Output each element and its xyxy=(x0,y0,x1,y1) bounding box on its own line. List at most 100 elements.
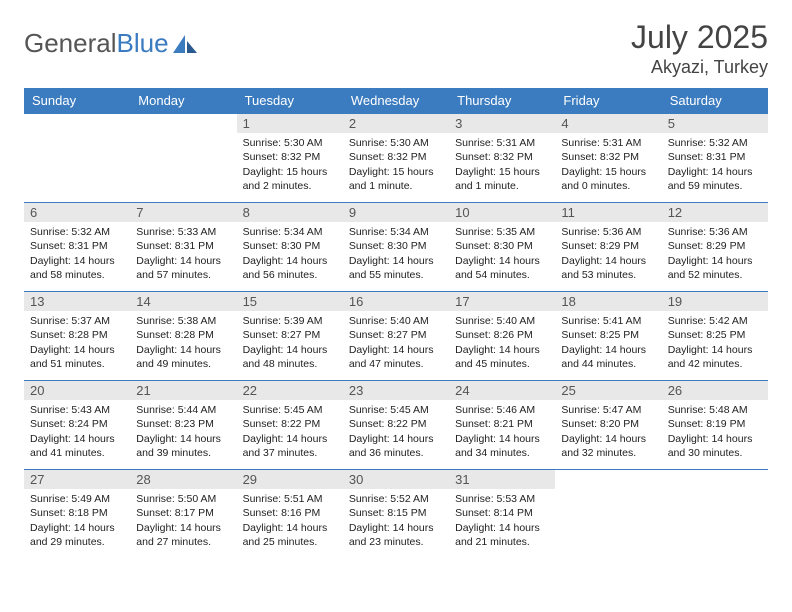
calendar-cell: 23Sunrise: 5:45 AMSunset: 8:22 PMDayligh… xyxy=(343,381,449,470)
header: GeneralBlue July 2025 Akyazi, Turkey xyxy=(24,20,768,78)
day-detail: Sunrise: 5:48 AMSunset: 8:19 PMDaylight:… xyxy=(662,400,768,462)
day-detail: Sunrise: 5:32 AMSunset: 8:31 PMDaylight:… xyxy=(24,222,130,284)
weekday-header: Friday xyxy=(555,88,661,114)
day-detail: Sunrise: 5:34 AMSunset: 8:30 PMDaylight:… xyxy=(343,222,449,284)
calendar-cell: 24Sunrise: 5:46 AMSunset: 8:21 PMDayligh… xyxy=(449,381,555,470)
logo-sail-icon xyxy=(173,35,199,55)
calendar-cell: 25Sunrise: 5:47 AMSunset: 8:20 PMDayligh… xyxy=(555,381,661,470)
day-number: 8 xyxy=(237,203,343,222)
day-detail: Sunrise: 5:45 AMSunset: 8:22 PMDaylight:… xyxy=(343,400,449,462)
calendar-cell: 16Sunrise: 5:40 AMSunset: 8:27 PMDayligh… xyxy=(343,292,449,381)
day-number: 19 xyxy=(662,292,768,311)
day-number: 30 xyxy=(343,470,449,489)
day-number: 21 xyxy=(130,381,236,400)
day-number: 6 xyxy=(24,203,130,222)
calendar-week-row: 6Sunrise: 5:32 AMSunset: 8:31 PMDaylight… xyxy=(24,203,768,292)
calendar-cell: 27Sunrise: 5:49 AMSunset: 8:18 PMDayligh… xyxy=(24,470,130,559)
weekday-header: Wednesday xyxy=(343,88,449,114)
day-number: 2 xyxy=(343,114,449,133)
calendar-cell: 11Sunrise: 5:36 AMSunset: 8:29 PMDayligh… xyxy=(555,203,661,292)
logo-text-blue: Blue xyxy=(117,28,169,59)
location: Akyazi, Turkey xyxy=(631,57,768,78)
calendar-cell: 6Sunrise: 5:32 AMSunset: 8:31 PMDaylight… xyxy=(24,203,130,292)
day-number: 22 xyxy=(237,381,343,400)
calendar-cell: 28Sunrise: 5:50 AMSunset: 8:17 PMDayligh… xyxy=(130,470,236,559)
day-number: 1 xyxy=(237,114,343,133)
calendar-cell: 3Sunrise: 5:31 AMSunset: 8:32 PMDaylight… xyxy=(449,114,555,203)
day-detail: Sunrise: 5:46 AMSunset: 8:21 PMDaylight:… xyxy=(449,400,555,462)
day-number: 25 xyxy=(555,381,661,400)
day-detail: Sunrise: 5:37 AMSunset: 8:28 PMDaylight:… xyxy=(24,311,130,373)
calendar-cell xyxy=(130,114,236,203)
day-detail: Sunrise: 5:30 AMSunset: 8:32 PMDaylight:… xyxy=(343,133,449,195)
day-number: 27 xyxy=(24,470,130,489)
month-title: July 2025 xyxy=(631,20,768,55)
calendar-week-row: 13Sunrise: 5:37 AMSunset: 8:28 PMDayligh… xyxy=(24,292,768,381)
day-number: 24 xyxy=(449,381,555,400)
calendar-cell: 2Sunrise: 5:30 AMSunset: 8:32 PMDaylight… xyxy=(343,114,449,203)
day-number: 3 xyxy=(449,114,555,133)
day-detail: Sunrise: 5:30 AMSunset: 8:32 PMDaylight:… xyxy=(237,133,343,195)
weekday-header: Tuesday xyxy=(237,88,343,114)
day-detail: Sunrise: 5:32 AMSunset: 8:31 PMDaylight:… xyxy=(662,133,768,195)
calendar-cell: 20Sunrise: 5:43 AMSunset: 8:24 PMDayligh… xyxy=(24,381,130,470)
calendar-table: Sunday Monday Tuesday Wednesday Thursday… xyxy=(24,88,768,558)
day-number: 4 xyxy=(555,114,661,133)
day-detail: Sunrise: 5:40 AMSunset: 8:26 PMDaylight:… xyxy=(449,311,555,373)
day-number: 9 xyxy=(343,203,449,222)
calendar-cell: 12Sunrise: 5:36 AMSunset: 8:29 PMDayligh… xyxy=(662,203,768,292)
calendar-cell xyxy=(555,470,661,559)
calendar-cell: 29Sunrise: 5:51 AMSunset: 8:16 PMDayligh… xyxy=(237,470,343,559)
day-detail: Sunrise: 5:36 AMSunset: 8:29 PMDaylight:… xyxy=(555,222,661,284)
calendar-cell: 7Sunrise: 5:33 AMSunset: 8:31 PMDaylight… xyxy=(130,203,236,292)
day-detail: Sunrise: 5:44 AMSunset: 8:23 PMDaylight:… xyxy=(130,400,236,462)
calendar-cell: 14Sunrise: 5:38 AMSunset: 8:28 PMDayligh… xyxy=(130,292,236,381)
day-number: 17 xyxy=(449,292,555,311)
day-detail: Sunrise: 5:51 AMSunset: 8:16 PMDaylight:… xyxy=(237,489,343,551)
day-number: 10 xyxy=(449,203,555,222)
calendar-cell xyxy=(662,470,768,559)
calendar-cell: 10Sunrise: 5:35 AMSunset: 8:30 PMDayligh… xyxy=(449,203,555,292)
weekday-header: Saturday xyxy=(662,88,768,114)
calendar-week-row: 20Sunrise: 5:43 AMSunset: 8:24 PMDayligh… xyxy=(24,381,768,470)
calendar-cell: 9Sunrise: 5:34 AMSunset: 8:30 PMDaylight… xyxy=(343,203,449,292)
calendar-cell: 8Sunrise: 5:34 AMSunset: 8:30 PMDaylight… xyxy=(237,203,343,292)
day-number: 14 xyxy=(130,292,236,311)
weekday-header: Monday xyxy=(130,88,236,114)
day-detail: Sunrise: 5:39 AMSunset: 8:27 PMDaylight:… xyxy=(237,311,343,373)
day-detail: Sunrise: 5:40 AMSunset: 8:27 PMDaylight:… xyxy=(343,311,449,373)
day-number: 5 xyxy=(662,114,768,133)
day-detail: Sunrise: 5:38 AMSunset: 8:28 PMDaylight:… xyxy=(130,311,236,373)
calendar-cell: 15Sunrise: 5:39 AMSunset: 8:27 PMDayligh… xyxy=(237,292,343,381)
calendar-cell: 4Sunrise: 5:31 AMSunset: 8:32 PMDaylight… xyxy=(555,114,661,203)
title-block: July 2025 Akyazi, Turkey xyxy=(631,20,768,78)
day-number: 11 xyxy=(555,203,661,222)
day-number: 12 xyxy=(662,203,768,222)
day-number: 16 xyxy=(343,292,449,311)
day-detail: Sunrise: 5:41 AMSunset: 8:25 PMDaylight:… xyxy=(555,311,661,373)
day-detail: Sunrise: 5:31 AMSunset: 8:32 PMDaylight:… xyxy=(449,133,555,195)
day-detail: Sunrise: 5:50 AMSunset: 8:17 PMDaylight:… xyxy=(130,489,236,551)
calendar-cell: 31Sunrise: 5:53 AMSunset: 8:14 PMDayligh… xyxy=(449,470,555,559)
calendar-cell: 22Sunrise: 5:45 AMSunset: 8:22 PMDayligh… xyxy=(237,381,343,470)
day-number: 13 xyxy=(24,292,130,311)
calendar-week-row: 27Sunrise: 5:49 AMSunset: 8:18 PMDayligh… xyxy=(24,470,768,559)
day-detail: Sunrise: 5:45 AMSunset: 8:22 PMDaylight:… xyxy=(237,400,343,462)
day-number: 15 xyxy=(237,292,343,311)
day-number: 31 xyxy=(449,470,555,489)
day-detail: Sunrise: 5:53 AMSunset: 8:14 PMDaylight:… xyxy=(449,489,555,551)
calendar-cell: 21Sunrise: 5:44 AMSunset: 8:23 PMDayligh… xyxy=(130,381,236,470)
day-detail: Sunrise: 5:36 AMSunset: 8:29 PMDaylight:… xyxy=(662,222,768,284)
day-number: 23 xyxy=(343,381,449,400)
calendar-cell: 18Sunrise: 5:41 AMSunset: 8:25 PMDayligh… xyxy=(555,292,661,381)
day-detail: Sunrise: 5:34 AMSunset: 8:30 PMDaylight:… xyxy=(237,222,343,284)
day-detail: Sunrise: 5:35 AMSunset: 8:30 PMDaylight:… xyxy=(449,222,555,284)
day-number: 20 xyxy=(24,381,130,400)
day-number: 29 xyxy=(237,470,343,489)
calendar-cell: 13Sunrise: 5:37 AMSunset: 8:28 PMDayligh… xyxy=(24,292,130,381)
day-number: 7 xyxy=(130,203,236,222)
day-number: 18 xyxy=(555,292,661,311)
day-number: 26 xyxy=(662,381,768,400)
calendar-cell: 1Sunrise: 5:30 AMSunset: 8:32 PMDaylight… xyxy=(237,114,343,203)
weekday-header: Thursday xyxy=(449,88,555,114)
